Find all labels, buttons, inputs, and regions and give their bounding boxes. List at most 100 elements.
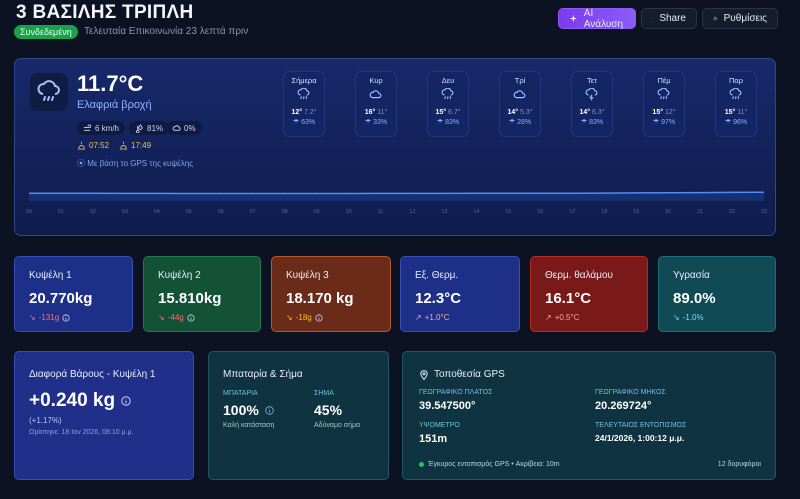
weight-diff-value-row: +0.240 kg (29, 390, 131, 412)
sensor-delta: -18g (295, 313, 312, 322)
x-tick-label: 18 (601, 209, 608, 215)
forecast-day-name: Σήμερα (291, 76, 317, 85)
settings-label: Ρυθμίσεις (723, 13, 767, 24)
forecast-rain-value: 28% (517, 119, 532, 126)
chart-point (347, 192, 350, 195)
ai-analysis-button[interactable]: AI Ανάλυση (558, 8, 636, 30)
weather-condition: Ελαφριά βροχή (77, 99, 152, 111)
chart-point (411, 192, 414, 195)
chart-area (29, 192, 764, 201)
rain-icon (729, 87, 742, 100)
x-tick-label: 23 (760, 209, 768, 215)
chart-point (379, 192, 382, 195)
chart-point (124, 192, 126, 195)
x-tick-label: 15 (505, 209, 512, 215)
chart-x-axis: 00 01 02 03 04 05 06 07 08 09 10 11 12 13 14 15 16 17 18 19… (26, 209, 768, 219)
x-tick-label: 14 (473, 209, 480, 215)
forecast-day: Παρ 15° 11° ☂ 96% (715, 71, 757, 137)
gps-title: Τοποθεσία GPS (434, 369, 505, 380)
latitude-value: 39.547500° (419, 400, 476, 412)
signal-status: Αδύναμο σήμα (314, 422, 361, 429)
rain-icon (30, 73, 68, 111)
forecast-rain: ☂ 97% (652, 119, 676, 126)
forecast-max: 16° (364, 109, 376, 116)
sensor-delta-row: ↘ -131g (29, 313, 70, 322)
share-button[interactable]: Share (641, 8, 697, 29)
chart-point (763, 191, 764, 194)
forecast-max: 14° (507, 109, 519, 116)
sensor-delta-row: ↗ +1.0°C (415, 313, 449, 322)
wind-chip: 6 km/h (77, 121, 126, 135)
forecast-min: 11° (377, 109, 388, 116)
settings-button[interactable]: Ρυθμίσεις (702, 8, 778, 29)
forecast-min: 6.7° (448, 109, 461, 116)
forecast-day-name: Κυρ (369, 76, 383, 85)
chart-point (635, 192, 637, 194)
weight-difference-panel[interactable]: Διαφορά Βάρους - Κυψέλη 1 +0.240 kg (+1.… (14, 351, 194, 480)
latitude-label: ΓΕΩΓΡΑΦΙΚΟ ΠΛΑΤΟΣ (419, 389, 493, 396)
info-icon[interactable] (187, 313, 195, 322)
forecast-temps: 15° 12° (644, 109, 684, 116)
x-tick-label: 12 (409, 209, 416, 215)
sensor-card[interactable]: Κυψέλη 3 18.170 kg ↘ -18g (271, 256, 391, 332)
sensor-card[interactable]: Υγρασία 89.0% ↘ -1.0% (658, 256, 776, 332)
chart-point (539, 192, 542, 195)
info-icon[interactable] (121, 396, 131, 406)
forecast-max: 15° (652, 109, 664, 116)
info-icon[interactable] (315, 313, 323, 322)
chart-point (60, 192, 62, 195)
wind-value: 6 km/h (95, 123, 120, 133)
forecast-max: 15° (435, 109, 447, 116)
info-icon[interactable] (62, 313, 70, 322)
forecast-max: 14° (579, 109, 591, 116)
sensor-card[interactable]: Κυψέλη 1 20.770kg ↘ -131g (14, 256, 133, 332)
forecast-day-name: Παρ (728, 76, 744, 85)
sensor-delta: +0.5°C (554, 313, 580, 322)
forecast-day-name: Τετ (586, 76, 598, 85)
chart-point (283, 192, 286, 195)
forecast-day: Τετ 14° 6.3° ☂ 83% (571, 71, 613, 137)
chart-point (571, 192, 574, 194)
forecast-temps: 12° 7.2° (284, 109, 324, 116)
info-icon[interactable] (265, 405, 274, 415)
sunset: 17:49 (119, 141, 151, 150)
gps-title-row: Τοποθεσία GPS (419, 369, 505, 380)
chart-point (251, 192, 254, 195)
x-tick-label: 09 (313, 209, 320, 215)
chart-point (92, 192, 94, 195)
x-tick-label: 20 (665, 209, 672, 215)
gps-fix-text: Έγκυρος εντοπισμός GPS • Ακρίβεια: 10m (428, 461, 560, 468)
cloud-icon (369, 90, 382, 99)
sunrise-icon (77, 141, 86, 150)
trend-arrow-icon: ↗ (415, 313, 422, 322)
sparkle-icon (569, 14, 578, 23)
x-tick-label: 21 (697, 209, 704, 215)
chart-point (667, 191, 669, 194)
x-tick-label: 07 (249, 209, 256, 215)
gear-icon (713, 16, 718, 21)
sensor-card[interactable]: Κυψέλη 2 15.810kg ↘ -44g (143, 256, 261, 332)
x-tick-label: 22 (728, 209, 736, 215)
wind-icon (83, 123, 92, 131)
cloud-icon (172, 124, 181, 131)
sensor-card[interactable]: Εξ. Θερμ. 12.3°C ↗ +1.0°C (400, 256, 520, 332)
storm-icon (585, 87, 598, 101)
gps-note: ⦿ Με βάση το GPS της κυψέλης (77, 159, 193, 168)
forecast-rain-value: 33% (373, 119, 388, 126)
x-tick-label: 05 (185, 209, 192, 215)
chart-point (315, 192, 318, 195)
altitude-label: ΥΨΟΜΕΤΡΟ (419, 422, 460, 429)
forecast-min: 5.3° (520, 109, 533, 116)
chart-line (29, 191, 764, 195)
temperature-chart (29, 191, 764, 201)
rain-chip: 0% (166, 121, 202, 135)
weather-panel: 11.7°C Ελαφριά βροχή 6 km/h 81% 0% 07:52… (14, 58, 776, 236)
trend-arrow-icon: ↘ (286, 313, 293, 322)
sensor-delta: -44g (167, 313, 184, 322)
x-tick-label: 19 (633, 209, 640, 215)
signal-value: 45% (314, 402, 343, 418)
forecast-temps: 14° 5.3° (500, 109, 540, 116)
share-icon (652, 17, 654, 20)
sensor-card[interactable]: Θερμ. θαλάμου 16.1°C ↗ +0.5°C (530, 256, 648, 332)
signal-label: ΣΗΜΑ (314, 390, 334, 397)
